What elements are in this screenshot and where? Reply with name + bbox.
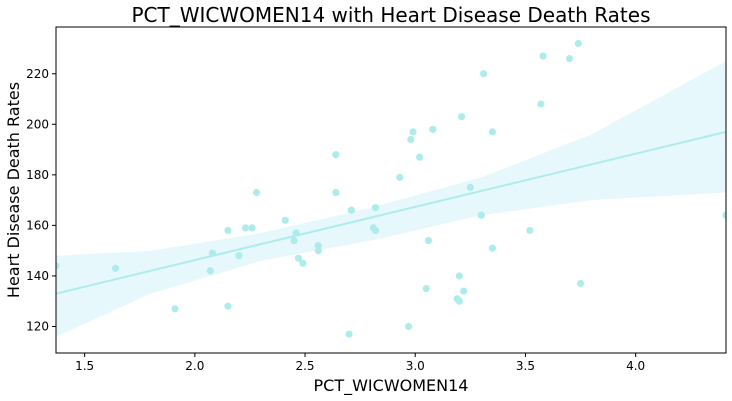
data-point: [455, 272, 463, 280]
data-point: [248, 224, 256, 232]
data-point: [371, 204, 380, 212]
x-axis-label: PCT_WICWOMEN14: [314, 376, 469, 396]
data-point: [574, 39, 582, 48]
data-point: [224, 302, 232, 310]
data-point: [405, 322, 413, 331]
data-point: [332, 188, 340, 197]
data-point: [429, 125, 437, 133]
data-point: [479, 70, 488, 78]
y-tick-label: 160: [26, 218, 49, 232]
chart-title: PCT_WICWOMEN14 with Heart Disease Death …: [131, 3, 650, 27]
data-point: [314, 247, 322, 255]
data-point: [565, 54, 574, 63]
data-point: [345, 330, 353, 338]
y-tick-label: 120: [26, 319, 49, 333]
x-tick-label: 3.0: [406, 359, 425, 373]
data-point: [299, 259, 307, 267]
data-point: [396, 173, 404, 181]
data-point: [224, 226, 232, 235]
x-axis-ticks: 1.5 2.0 2.5 3.0 3.5 4.0: [75, 353, 645, 373]
data-point: [466, 183, 474, 192]
data-point: [477, 211, 485, 219]
x-tick-label: 2.5: [295, 359, 314, 373]
data-point: [56, 262, 60, 270]
data-point: [539, 52, 547, 60]
data-point: [241, 224, 250, 232]
data-point: [407, 135, 415, 144]
x-tick-label: 2.0: [185, 359, 204, 373]
x-tick-label: 1.5: [75, 359, 94, 373]
data-point: [537, 100, 545, 108]
confidence-band: [56, 61, 726, 337]
data-point: [294, 254, 303, 262]
x-tick-label: 3.5: [516, 359, 535, 373]
data-point: [488, 244, 496, 252]
data-point: [722, 211, 726, 219]
y-tick-label: 200: [26, 117, 49, 131]
plot-area: [56, 39, 726, 338]
data-point: [576, 279, 585, 288]
y-tick-label: 180: [26, 168, 49, 182]
plot-frame: [55, 26, 727, 354]
data-point: [281, 216, 289, 224]
data-point: [460, 287, 468, 295]
data-point: [314, 241, 322, 250]
y-tick-label: 220: [26, 67, 49, 81]
data-point: [290, 236, 298, 245]
data-point: [171, 305, 179, 313]
data-point: [252, 188, 261, 197]
x-tick-label: 4.0: [626, 359, 645, 373]
data-point: [292, 229, 300, 237]
data-point: [424, 236, 433, 245]
y-tick-label: 140: [26, 269, 49, 283]
regression-line: [56, 130, 726, 295]
data-point: [347, 206, 355, 214]
data-point: [332, 151, 340, 159]
data-point: [416, 153, 424, 161]
data-point: [371, 226, 380, 235]
data-point: [409, 128, 417, 136]
y-axis-label: Heart Disease Death Rates: [4, 82, 23, 298]
y-axis-ticks: 120 140 160 180 200 220: [26, 67, 56, 333]
data-point: [111, 264, 120, 272]
data-point: [206, 267, 214, 275]
data-point: [488, 128, 496, 136]
data-point: [422, 284, 430, 293]
data-point: [208, 249, 217, 257]
data-point: [235, 252, 243, 260]
data-point: [457, 113, 466, 121]
data-point: [455, 297, 463, 305]
data-point: [526, 226, 534, 235]
